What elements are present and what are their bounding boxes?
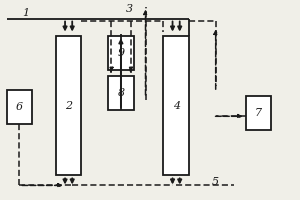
Bar: [108, 36, 134, 70]
Text: 5: 5: [212, 177, 219, 187]
Text: 7: 7: [255, 108, 262, 118]
Text: 8: 8: [118, 88, 124, 98]
Bar: [7, 90, 32, 124]
Bar: [56, 36, 81, 175]
Text: 3: 3: [125, 4, 133, 14]
Text: 2: 2: [65, 101, 72, 111]
Bar: [164, 36, 189, 175]
Text: 9: 9: [118, 48, 124, 58]
Text: 1: 1: [22, 8, 30, 18]
Text: 4: 4: [173, 101, 180, 111]
Text: 6: 6: [16, 102, 23, 112]
Bar: [108, 76, 134, 110]
Bar: [246, 96, 271, 130]
